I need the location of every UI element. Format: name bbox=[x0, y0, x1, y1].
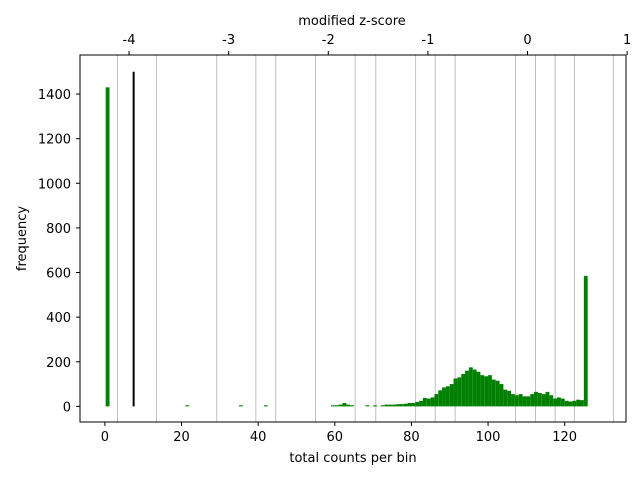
histogram-bar bbox=[334, 405, 339, 407]
histogram-bar bbox=[495, 380, 500, 407]
histogram-bar bbox=[553, 398, 558, 407]
y-tick-label: 200 bbox=[46, 356, 71, 371]
histogram-bar bbox=[518, 394, 523, 407]
histogram-bar bbox=[388, 404, 393, 407]
histogram-bar bbox=[350, 405, 354, 407]
histogram-bar bbox=[472, 369, 477, 407]
histogram-bar bbox=[560, 398, 565, 407]
histogram-bar bbox=[185, 405, 190, 407]
y-tick-label: 0 bbox=[63, 400, 71, 415]
histogram-bar bbox=[507, 390, 512, 407]
top-tick-label: 0 bbox=[523, 33, 531, 48]
histogram-bar bbox=[415, 401, 420, 407]
histogram-bar bbox=[457, 377, 462, 407]
histogram-bar bbox=[484, 376, 489, 407]
top-tick-label: 1 bbox=[623, 33, 631, 48]
histogram-bar bbox=[396, 404, 400, 407]
vertical-grid-lines bbox=[117, 55, 614, 422]
histogram-bar bbox=[449, 384, 454, 407]
histogram-bar bbox=[342, 403, 347, 407]
histogram-bar bbox=[105, 87, 110, 407]
histogram-bar bbox=[438, 390, 443, 407]
y-axis-label: frequency bbox=[15, 206, 30, 272]
histogram-bar bbox=[330, 405, 335, 407]
top-tick-label: -1 bbox=[421, 33, 434, 48]
histogram-bar bbox=[392, 404, 397, 407]
histogram-bar bbox=[526, 396, 531, 407]
histogram-bar bbox=[430, 397, 435, 407]
histogram-bar bbox=[534, 391, 538, 407]
histogram-bar bbox=[522, 396, 527, 407]
y-axis-ticks: 0 200 400 600 800 1000 1200 1400 bbox=[38, 88, 80, 415]
x-axis-ticks: 0 20 40 60 80 100 120 bbox=[101, 422, 577, 445]
top-tick-label: -4 bbox=[123, 33, 136, 48]
x-tick-label: 120 bbox=[552, 430, 577, 445]
histogram-bar bbox=[365, 405, 370, 407]
histogram-bars bbox=[105, 87, 588, 407]
top-tick-label: -2 bbox=[322, 33, 335, 48]
histogram-bar bbox=[442, 387, 446, 407]
histogram-bar bbox=[511, 394, 515, 407]
histogram-bar bbox=[503, 389, 508, 407]
histogram-bar bbox=[576, 399, 581, 407]
histogram-bar bbox=[514, 395, 519, 407]
histogram-bar bbox=[468, 367, 473, 407]
histogram-bar bbox=[580, 400, 584, 407]
histogram-bar bbox=[419, 400, 423, 407]
plot-frame bbox=[79, 54, 627, 423]
y-tick-label: 600 bbox=[46, 267, 71, 282]
y-tick-label: 800 bbox=[46, 222, 71, 237]
histogram-bar bbox=[384, 404, 389, 407]
histogram-bar bbox=[346, 404, 351, 407]
histogram-bar bbox=[541, 394, 546, 407]
x-tick-label: 100 bbox=[476, 430, 501, 445]
histogram-bar bbox=[545, 391, 550, 407]
top-tick-label: -3 bbox=[222, 33, 235, 48]
histogram-bar bbox=[488, 375, 492, 407]
histogram-bar bbox=[480, 375, 485, 407]
x-tick-label: 80 bbox=[403, 430, 420, 445]
histogram-bar bbox=[403, 403, 408, 407]
histogram-bar bbox=[407, 403, 412, 407]
top-axis-ticks: -4 -3 -2 -1 0 1 bbox=[123, 33, 631, 55]
y-tick-label: 400 bbox=[46, 311, 71, 326]
y-tick-label: 1200 bbox=[38, 133, 71, 148]
histogram-bar bbox=[537, 392, 542, 407]
x-axis-label: total counts per bin bbox=[289, 451, 416, 466]
x-tick-label: 0 bbox=[101, 430, 109, 445]
histogram-bar bbox=[530, 394, 535, 407]
histogram-bar bbox=[411, 403, 416, 407]
histogram-bar bbox=[572, 400, 577, 407]
histogram-bar bbox=[491, 379, 496, 407]
y-tick-label: 1400 bbox=[38, 88, 71, 103]
histogram-bar bbox=[476, 371, 481, 407]
histogram-bar bbox=[373, 405, 377, 407]
top-axis-label: modified z-score bbox=[298, 14, 406, 29]
x-tick-label: 20 bbox=[173, 430, 190, 445]
histogram-bar bbox=[461, 374, 466, 407]
histogram-bar bbox=[338, 404, 343, 407]
histogram-bar bbox=[399, 404, 404, 407]
histogram-bar bbox=[239, 405, 243, 407]
histogram-bar bbox=[380, 405, 385, 407]
histogram-bar bbox=[499, 384, 504, 407]
histogram-bar bbox=[263, 405, 268, 407]
y-tick-label: 1000 bbox=[38, 177, 71, 192]
histogram-bar bbox=[549, 395, 554, 407]
histogram-bar bbox=[564, 400, 569, 407]
histogram-bar bbox=[453, 378, 458, 407]
x-tick-label: 60 bbox=[327, 430, 344, 445]
histogram-bar bbox=[583, 275, 588, 407]
histogram-bar bbox=[422, 397, 427, 407]
histogram-bar bbox=[434, 394, 439, 407]
histogram-bar bbox=[557, 397, 561, 407]
x-tick-label: 40 bbox=[250, 430, 267, 445]
histogram-bar bbox=[426, 398, 431, 407]
histogram-bar bbox=[445, 386, 450, 407]
histogram-bar bbox=[465, 370, 469, 407]
histogram-bar bbox=[568, 401, 573, 407]
